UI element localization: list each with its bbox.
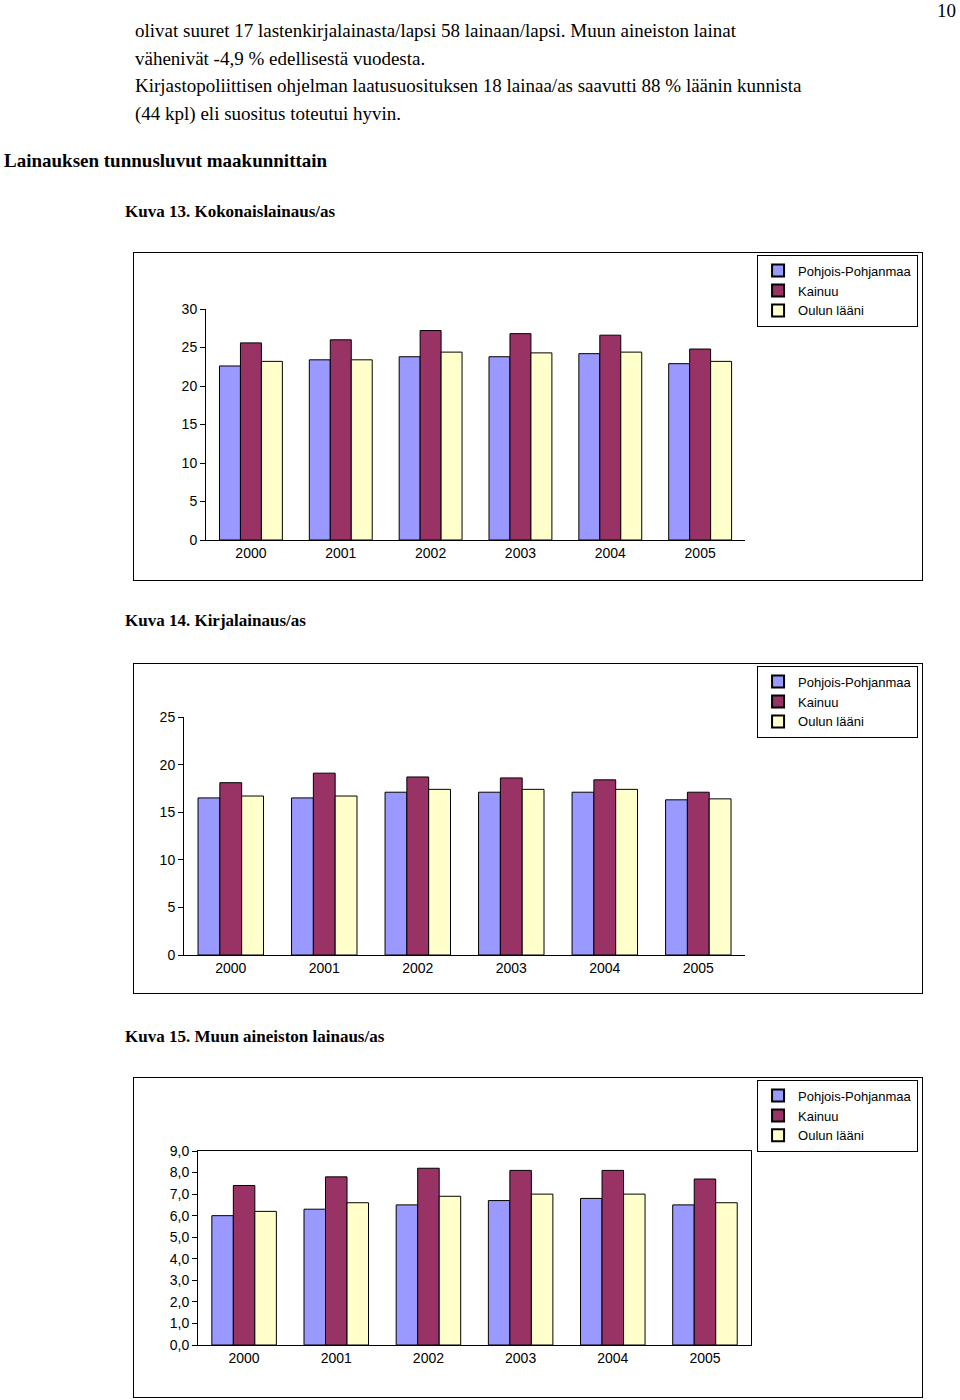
svg-text:15: 15	[182, 416, 198, 432]
svg-text:2000: 2000	[229, 1350, 260, 1366]
svg-text:2002: 2002	[415, 545, 446, 561]
svg-text:8,0: 8,0	[170, 1164, 190, 1180]
svg-text:2003: 2003	[496, 960, 527, 976]
svg-text:Pohjois-Pohjanmaa: Pohjois-Pohjanmaa	[798, 1089, 912, 1104]
svg-text:Oulun lääni: Oulun lääni	[798, 714, 864, 729]
html-text:(44 kpl) eli suositus toteutui: (44 kpl) eli suositus toteutui hyvin.	[135, 102, 401, 124]
svg-text:Pohjois-Pohjanmaa: Pohjois-Pohjanmaa	[798, 675, 912, 690]
svg-text:Kainuu: Kainuu	[798, 284, 838, 299]
svg-text:Kainuu: Kainuu	[798, 1109, 838, 1124]
svg-text:0: 0	[167, 947, 175, 963]
svg-text:9,0: 9,0	[170, 1143, 190, 1159]
svg-text:2005: 2005	[685, 545, 716, 561]
svg-text:3,0: 3,0	[170, 1272, 190, 1288]
html-text:Lainauksen tunnusluvut maakunn: Lainauksen tunnusluvut maakunnittain	[4, 150, 328, 171]
svg-text:20: 20	[160, 757, 176, 773]
svg-text:30: 30	[182, 301, 198, 317]
html-text:olivat suuret 17 lastenkirjala: olivat suuret 17 lastenkirjalainasta/lap…	[135, 20, 736, 41]
svg-text:5: 5	[189, 493, 197, 509]
svg-text:2003: 2003	[505, 1350, 536, 1366]
svg-text:6,0: 6,0	[170, 1208, 190, 1224]
svg-text:5: 5	[167, 899, 175, 915]
svg-text:2000: 2000	[215, 960, 246, 976]
svg-text:2004: 2004	[597, 1350, 628, 1366]
svg-text:25: 25	[182, 339, 198, 355]
svg-text:20: 20	[182, 378, 198, 394]
svg-text:2002: 2002	[413, 1350, 444, 1366]
html-text:vähenivät -4,9 % edellisestä v: vähenivät -4,9 % edellisestä vuodesta.	[135, 47, 426, 69]
svg-text:2002: 2002	[402, 960, 433, 976]
svg-text:Oulun lääni: Oulun lääni	[798, 303, 864, 318]
svg-text:15: 15	[160, 804, 176, 820]
svg-text:2004: 2004	[595, 545, 626, 561]
html-text:Kirjastopoliittisen ohjelman l: Kirjastopoliittisen ohjelman laatusuosit…	[135, 75, 802, 96]
svg-text:Oulun lääni: Oulun lääni	[798, 1128, 864, 1143]
svg-text:25: 25	[160, 709, 176, 725]
svg-text:2,0: 2,0	[170, 1294, 190, 1310]
html-text:Kuva 14. Kirjalainaus/as: Kuva 14. Kirjalainaus/as	[125, 611, 306, 630]
svg-text:5,0: 5,0	[170, 1229, 190, 1245]
svg-text:2001: 2001	[321, 1350, 352, 1366]
svg-text:7,0: 7,0	[170, 1186, 190, 1202]
svg-text:4,0: 4,0	[170, 1251, 190, 1267]
svg-text:0: 0	[189, 532, 197, 548]
svg-text:Pohjois-Pohjanmaa: Pohjois-Pohjanmaa	[798, 264, 912, 279]
svg-text:2001: 2001	[325, 545, 356, 561]
svg-text:2005: 2005	[683, 960, 714, 976]
svg-text:1,0: 1,0	[170, 1315, 190, 1331]
svg-text:0,0: 0,0	[170, 1337, 190, 1353]
html-text:Kuva 15. Muun aineiston lainau: Kuva 15. Muun aineiston lainaus/as	[125, 1027, 385, 1046]
svg-text:10: 10	[182, 455, 198, 471]
svg-text:2001: 2001	[309, 960, 340, 976]
svg-text:2004: 2004	[589, 960, 620, 976]
svg-text:2005: 2005	[689, 1350, 720, 1366]
html-text:10: 10	[937, 0, 956, 21]
svg-text:Kainuu: Kainuu	[798, 695, 838, 710]
html-text:Kuva 13. Kokonaislainaus/as: Kuva 13. Kokonaislainaus/as	[125, 202, 336, 221]
svg-text:10: 10	[160, 852, 176, 868]
svg-text:2000: 2000	[235, 545, 266, 561]
svg-text:2003: 2003	[505, 545, 536, 561]
